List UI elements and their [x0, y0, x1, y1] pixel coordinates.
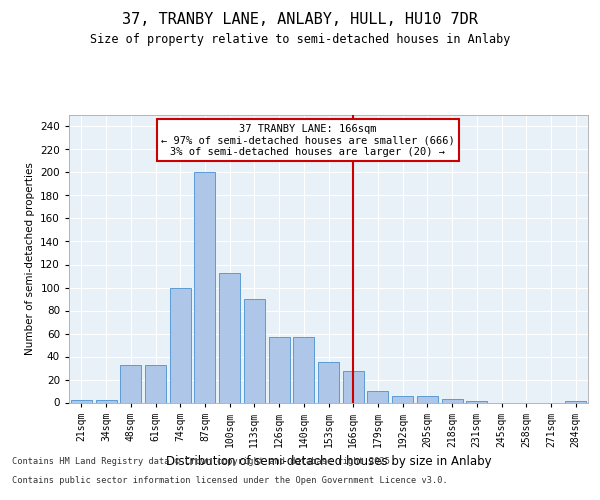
Bar	[367, 391, 388, 402]
Bar	[442, 399, 463, 402]
Bar	[170, 288, 191, 403]
X-axis label: Distribution of semi-detached houses by size in Anlaby: Distribution of semi-detached houses by …	[166, 455, 491, 468]
Bar	[417, 396, 438, 402]
Text: Contains public sector information licensed under the Open Government Licence v3: Contains public sector information licen…	[12, 476, 448, 485]
Bar	[194, 172, 215, 402]
Bar	[244, 299, 265, 403]
Y-axis label: Number of semi-detached properties: Number of semi-detached properties	[25, 162, 35, 355]
Bar	[293, 337, 314, 402]
Bar	[71, 400, 92, 402]
Text: 37, TRANBY LANE, ANLABY, HULL, HU10 7DR: 37, TRANBY LANE, ANLABY, HULL, HU10 7DR	[122, 12, 478, 28]
Bar	[219, 272, 240, 402]
Bar	[145, 364, 166, 403]
Text: Size of property relative to semi-detached houses in Anlaby: Size of property relative to semi-detach…	[90, 32, 510, 46]
Bar	[318, 362, 339, 403]
Bar	[269, 337, 290, 402]
Bar	[95, 400, 116, 402]
Text: Contains HM Land Registry data © Crown copyright and database right 2025.: Contains HM Land Registry data © Crown c…	[12, 458, 395, 466]
Text: 37 TRANBY LANE: 166sqm
← 97% of semi-detached houses are smaller (666)
3% of sem: 37 TRANBY LANE: 166sqm ← 97% of semi-det…	[161, 124, 455, 157]
Bar	[120, 364, 141, 403]
Bar	[343, 372, 364, 402]
Bar	[392, 396, 413, 402]
